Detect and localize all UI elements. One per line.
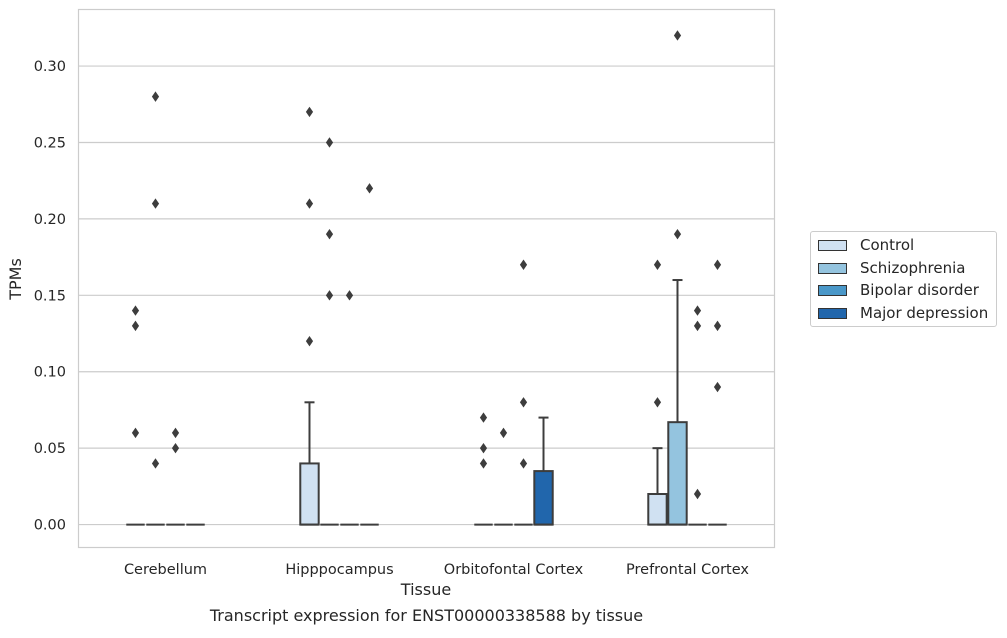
outlier-marker (713, 320, 722, 332)
x-tick-label: Hipppocampus (285, 562, 393, 578)
outlier-marker (171, 442, 180, 454)
outlier-marker (479, 458, 488, 469)
box-3-1 (667, 279, 688, 526)
outlier-marker (499, 427, 508, 439)
y-tick-label: 0.00 (34, 518, 66, 534)
outlier-marker (479, 412, 488, 423)
outlier-marker (345, 290, 354, 301)
y-tick-label: 0.20 (34, 212, 66, 228)
legend-item-bipolar-disorder: Bipolar disorder (818, 280, 979, 300)
box-plots (126, 279, 727, 526)
outlier-marker (519, 397, 528, 408)
legend-label-control: Control (860, 236, 915, 254)
outlier-marker (325, 137, 334, 148)
outlier-marker (151, 198, 160, 209)
axes-frame (77, 8, 776, 549)
x-tick-labels: Cerebellum Hipppocampus Orbitofontal Corte… (124, 562, 749, 578)
outlier-marker (305, 198, 314, 209)
outlier-marker (171, 427, 180, 439)
outlier-marker (519, 458, 528, 469)
outlier-marker (693, 320, 702, 332)
legend-item-control: Control (818, 235, 914, 255)
outlier-points (131, 30, 722, 500)
box-3-0 (647, 447, 668, 526)
outlier-marker (693, 305, 702, 316)
legend-swatch-control (818, 239, 847, 251)
outlier-marker (519, 259, 528, 270)
outlier-marker (479, 442, 488, 454)
y-axis-label: TPMs (6, 258, 25, 301)
box-body (647, 493, 668, 526)
y-tick-label: 0.30 (34, 59, 66, 75)
outlier-marker (151, 458, 160, 469)
outlier-marker (305, 106, 314, 118)
x-tick-label: Cerebellum (124, 562, 207, 578)
legend-label-bipolar-disorder: Bipolar disorder (860, 281, 979, 299)
box-1-0 (299, 401, 320, 526)
box-body (667, 421, 688, 526)
outlier-marker (305, 335, 314, 347)
outlier-marker (131, 305, 140, 316)
legend-label-schizophrenia: Schizophrenia (860, 259, 966, 277)
outlier-marker (713, 259, 722, 270)
legend-item-schizophrenia: Schizophrenia (818, 258, 965, 278)
outlier-marker (673, 30, 682, 41)
outlier-marker (325, 290, 334, 301)
legend-swatch-schizophrenia (818, 262, 847, 274)
legend-label-major-depression: Major depression (860, 304, 989, 322)
box-body (533, 470, 554, 526)
figure-caption: Transcript expression for ENST0000033858… (209, 606, 644, 625)
outlier-marker (131, 427, 140, 439)
x-axis-label: Tissue (400, 580, 451, 599)
outlier-marker (653, 397, 662, 408)
outlier-marker (131, 320, 140, 332)
legend: Control Schizophrenia Bipolar disorder M… (810, 231, 997, 327)
outlier-marker (693, 488, 702, 500)
x-tick-label: Orbitofontal Cortex (444, 562, 584, 578)
outlier-marker (653, 259, 662, 270)
outlier-marker (673, 228, 682, 240)
box-body (299, 462, 320, 526)
outlier-marker (365, 183, 374, 194)
grid-lines (78, 65, 775, 526)
legend-swatch-bipolar-disorder (818, 284, 847, 296)
y-tick-labels: 0.00 0.05 0.10 0.15 0.20 0.25 0.30 (34, 59, 66, 534)
outlier-marker (325, 228, 334, 240)
y-tick-label: 0.25 (34, 135, 66, 151)
box-2-3 (533, 416, 554, 526)
legend-swatch-major-depression (818, 307, 847, 319)
y-tick-label: 0.10 (34, 365, 66, 381)
y-tick-label: 0.15 (34, 288, 66, 304)
legend-item-major-depression: Major depression (818, 303, 988, 323)
y-tick-label: 0.05 (34, 441, 66, 457)
x-tick-label: Prefrontal Cortex (626, 562, 749, 578)
outlier-marker (151, 91, 160, 102)
outlier-marker (713, 381, 722, 393)
